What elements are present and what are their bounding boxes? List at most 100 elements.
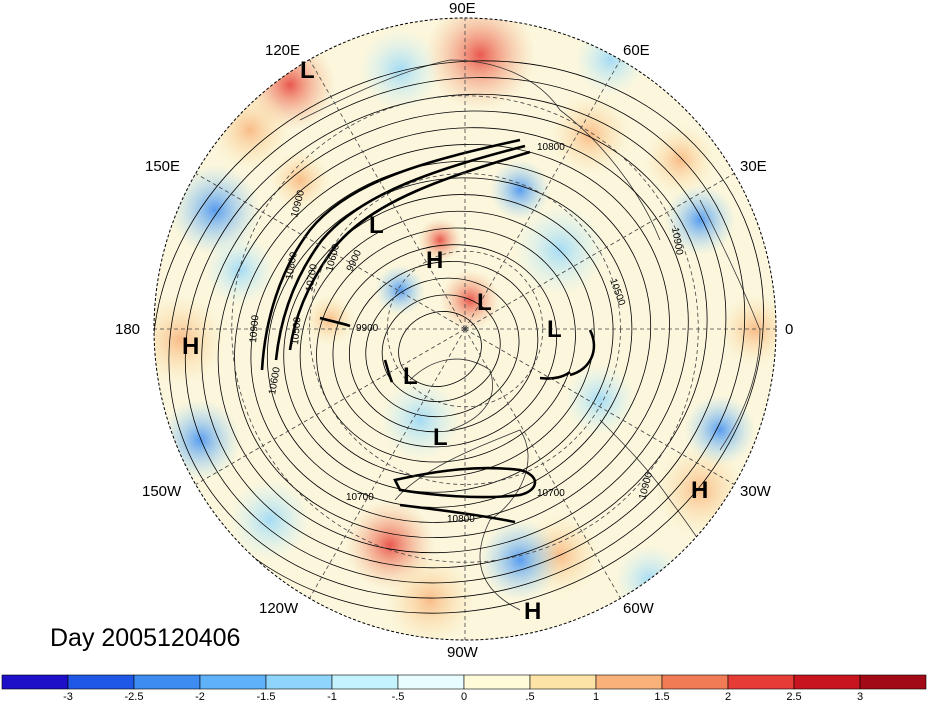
colorbar-box <box>727 674 795 690</box>
contour-label: 10800 <box>447 514 475 525</box>
lon-label-90e: 90E <box>449 0 476 17</box>
anomaly-patch <box>230 480 310 560</box>
anomaly-patch <box>210 90 290 170</box>
contour-label: 10800 <box>537 142 565 153</box>
anomaly-patch <box>550 95 630 175</box>
lon-label-60e: 60E <box>623 42 650 59</box>
contour-label: 10700 <box>304 263 320 293</box>
colorbar-box <box>331 674 399 690</box>
meridian-line <box>195 173 466 330</box>
lon-label-30w: 30W <box>740 483 772 500</box>
lon-label-30e: 30E <box>740 158 767 175</box>
lon-label-180: 180 <box>115 321 140 338</box>
anomaly-field <box>154 18 776 640</box>
colorbar-box <box>265 674 333 690</box>
low-center: L <box>433 424 448 451</box>
colorbar-tick-label: -2.5 <box>125 691 144 702</box>
colorbar-tick-label: -2 <box>195 691 205 702</box>
colorbar-box <box>397 674 465 690</box>
height-contour <box>348 261 539 433</box>
lon-label-0: 0 <box>785 321 793 338</box>
low-center: L <box>403 363 418 390</box>
high-center: H <box>182 333 199 360</box>
low-center: L <box>477 289 492 316</box>
pressure-centers: L L H L L L L H H H <box>182 57 708 625</box>
low-center: L <box>300 57 315 84</box>
anomaly-patch <box>418 218 462 262</box>
colorbar-tick-label: 2.5 <box>786 691 801 702</box>
anomaly-patch <box>270 150 330 210</box>
anomaly-patch <box>575 25 645 95</box>
colorbar-tick-label: -1.5 <box>257 691 276 702</box>
colorbar-tick-label: 1.5 <box>654 691 669 702</box>
contour-label: 10700 <box>537 488 565 499</box>
colorbar-box <box>1 674 69 690</box>
contour-label: 10800 <box>284 251 300 281</box>
height-contour <box>332 244 558 448</box>
colorbar-tick-label: -1 <box>327 691 337 702</box>
anomaly-patch <box>685 395 755 465</box>
colorbar-box <box>661 674 729 690</box>
colorbar-box <box>793 674 861 690</box>
colorbar-tick-label: -.5 <box>392 691 405 702</box>
map-border <box>153 17 777 641</box>
anomaly-patch <box>160 400 240 480</box>
height-contour <box>201 110 708 569</box>
meridian-line <box>464 173 735 330</box>
colorbar-box <box>199 674 267 690</box>
anomaly-patch <box>425 18 535 110</box>
anomaly-patch <box>375 265 425 315</box>
height-contour <box>398 311 482 387</box>
lon-label-120w: 120W <box>259 600 299 617</box>
anomaly-patch <box>205 235 275 305</box>
colorbar <box>1 674 927 690</box>
lon-label-150w: 150W <box>142 483 182 500</box>
high-center: H <box>524 598 541 625</box>
high-center: H <box>426 247 443 274</box>
anomaly-patch <box>170 165 260 255</box>
colorbar-box <box>463 674 531 690</box>
colorbar-box <box>529 674 597 690</box>
height-contour <box>365 277 520 418</box>
jet-streak <box>260 138 596 524</box>
lon-label-120e: 120E <box>265 42 300 59</box>
colorbar-box <box>133 674 201 690</box>
lon-label-90w: 90W <box>447 644 479 661</box>
contour-label: 10900 <box>669 227 685 257</box>
colorbar-tick-label: 3 <box>857 691 863 702</box>
low-center: L <box>547 316 562 343</box>
contour-label: 10900 <box>248 314 261 343</box>
colorbar-box <box>595 674 663 690</box>
anomaly-patch <box>154 295 225 385</box>
anomaly-patch <box>380 380 460 460</box>
colorbar-box <box>859 674 927 690</box>
contour-label: 10500 <box>290 316 303 345</box>
low-center: L <box>369 212 384 239</box>
anomaly-patch <box>385 555 475 640</box>
contour-label: 10600 <box>267 366 283 396</box>
colorbar-tick-label: 2 <box>725 691 731 702</box>
anomaly-patch <box>645 125 715 195</box>
anomaly-patch <box>665 185 735 255</box>
lon-label-150e: 150E <box>145 158 180 175</box>
meridian-line <box>464 328 621 599</box>
graticule <box>154 18 776 640</box>
meridian-line <box>464 328 735 485</box>
height-contour <box>184 93 727 584</box>
colorbar-tick-labels: -3 -2.5 -2 -1.5 -1 -.5 0 .5 1 1.5 2 2.5 3 <box>63 691 863 702</box>
height-contour <box>217 127 689 554</box>
height-contour <box>234 144 670 538</box>
height-contour <box>168 77 746 599</box>
map-title: Day 2005120406 <box>50 624 240 652</box>
colorbar-tick-label: -3 <box>63 691 73 702</box>
height-contour <box>381 294 501 402</box>
meridian-line <box>309 59 466 330</box>
colorbar-tick-label: 0 <box>461 691 467 702</box>
meridian-line <box>195 328 466 485</box>
meridian-line <box>464 59 621 330</box>
colorbar-tick-label: .5 <box>525 691 534 702</box>
contour-label: 9900 <box>356 323 379 334</box>
lon-label-60w: 60W <box>623 600 655 617</box>
longitude-labels: 90E 60E 30E 0 30W 60W 90W 120W 150W 180 … <box>115 0 793 661</box>
